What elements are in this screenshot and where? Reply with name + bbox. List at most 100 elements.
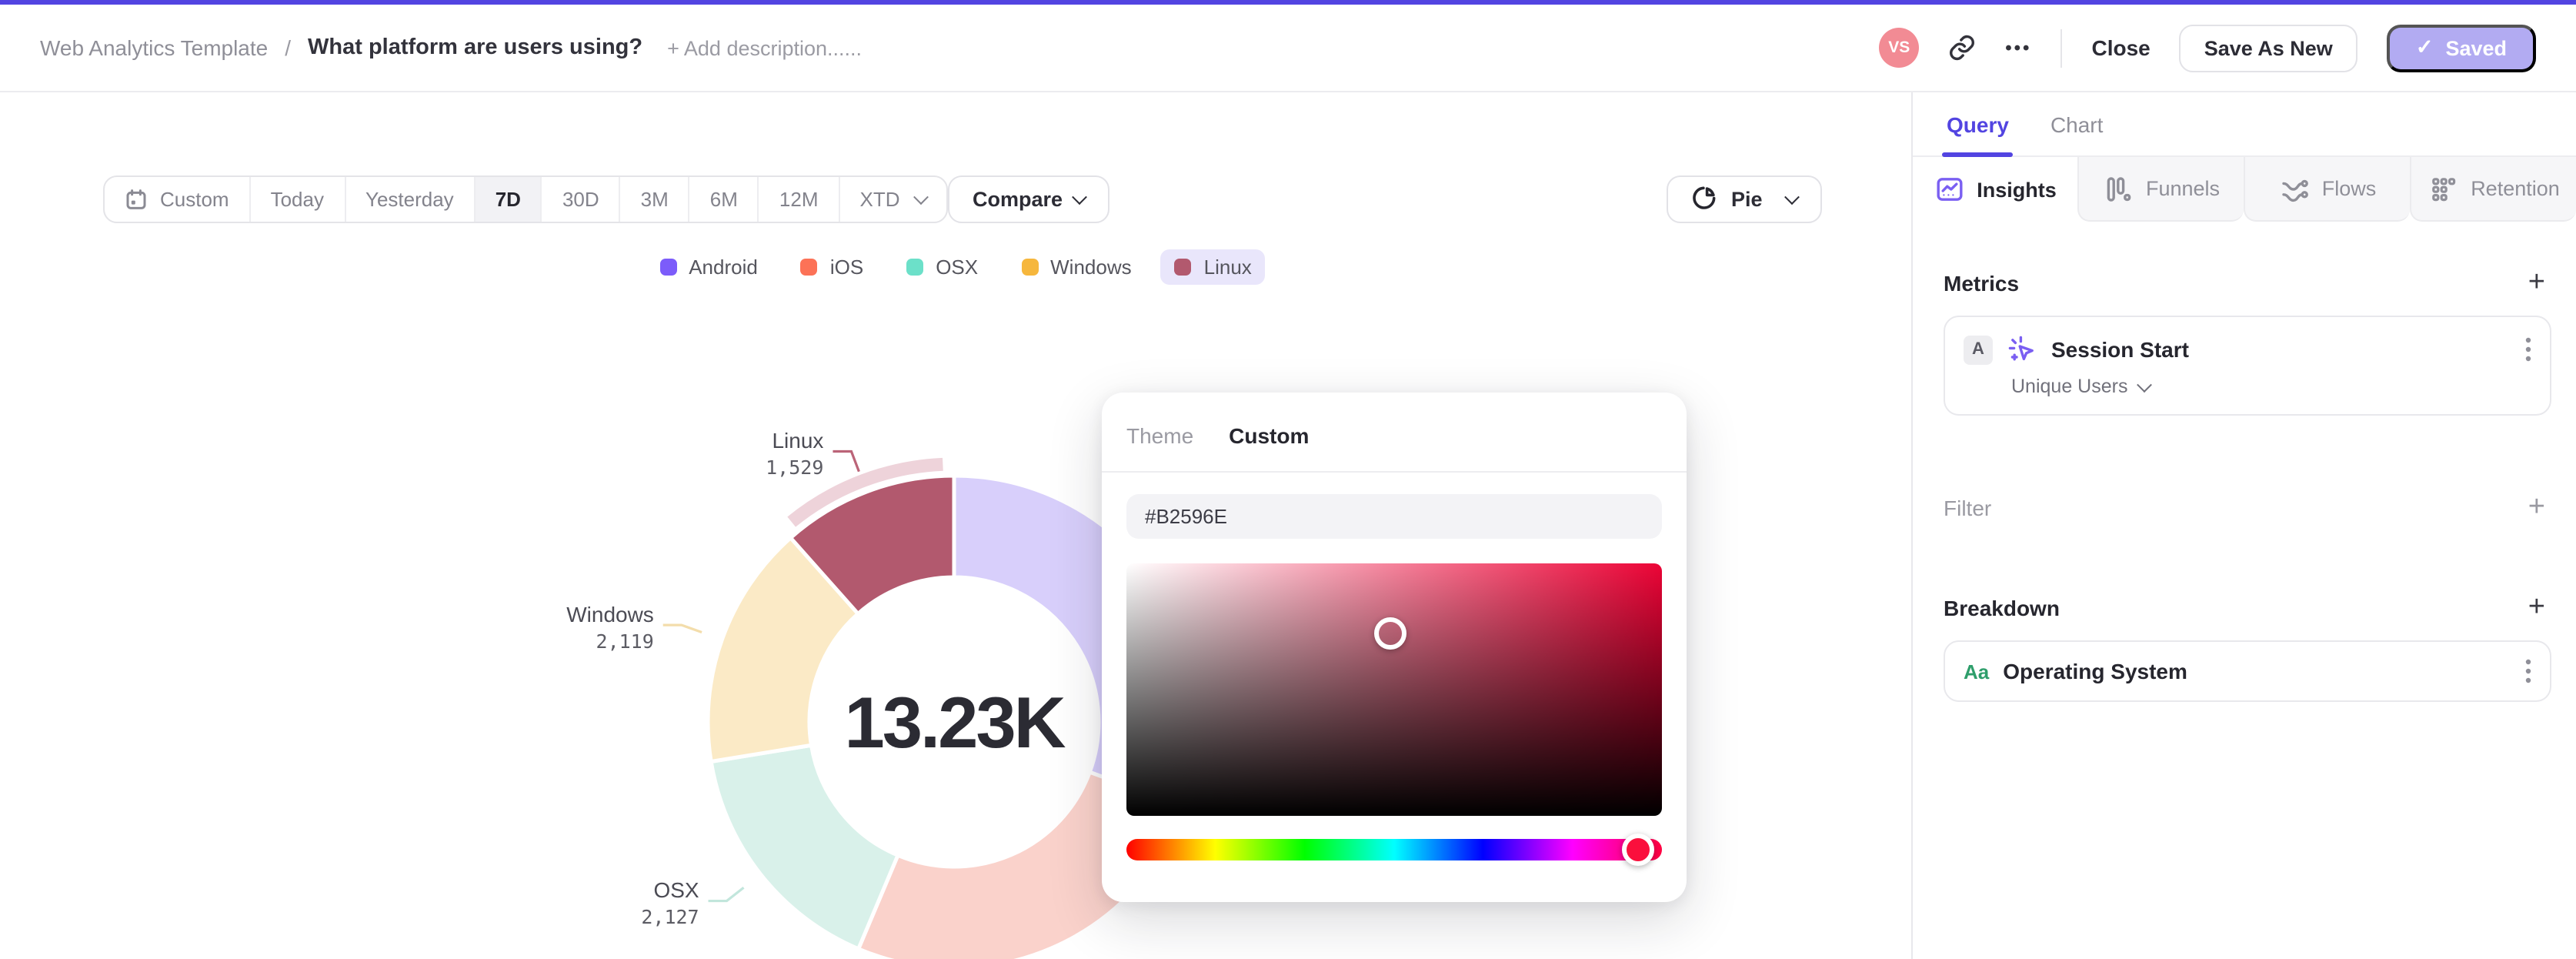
metric-name: Session Start — [2051, 337, 2189, 362]
date-range-today[interactable]: Today — [251, 177, 345, 222]
legend-label: Linux — [1203, 256, 1252, 279]
add-metric-button[interactable]: + — [2528, 266, 2545, 299]
series-badge: A — [1964, 335, 1993, 364]
legend-swatch — [800, 259, 818, 276]
share-link-icon[interactable] — [1948, 34, 1976, 62]
slice-label-value: 2,119 — [596, 630, 654, 653]
breakdown-kebab-icon[interactable] — [2525, 659, 2531, 683]
metric-kebab-icon[interactable] — [2525, 337, 2531, 362]
label-connector — [662, 623, 702, 633]
breakdown-card[interactable]: Aa Operating System — [1944, 640, 2551, 702]
more-menu-icon[interactable]: ••• — [2005, 37, 2032, 58]
donut-slice-osx[interactable] — [709, 743, 901, 952]
tab-theme[interactable]: Theme — [1126, 423, 1194, 448]
breadcrumb-root[interactable]: Web Analytics Template — [40, 35, 269, 60]
page-title[interactable]: What platform are users using? — [308, 35, 643, 60]
range-label: 12M — [779, 188, 819, 211]
tab-funnels[interactable]: Funnels — [2077, 157, 2244, 222]
legend-item-windows[interactable]: Windows — [1007, 249, 1146, 285]
date-range-30d[interactable]: 30D — [542, 177, 621, 222]
range-label: Today — [270, 188, 324, 211]
date-range-yesterday[interactable]: Yesterday — [345, 177, 475, 222]
slice-label-name: Windows — [566, 602, 654, 627]
donut-slice-windows[interactable] — [706, 535, 861, 764]
legend-swatch — [659, 259, 677, 276]
check-icon: ✓ — [2415, 35, 2434, 58]
add-filter-button[interactable]: + — [2528, 491, 2545, 523]
legend-item-android[interactable]: Android — [646, 249, 772, 285]
color-picker-popup: Theme Custom — [1102, 393, 1687, 902]
highlight-halo — [787, 457, 943, 527]
donut-slice-linux[interactable] — [787, 473, 956, 616]
tab-insights[interactable]: Insights — [1913, 157, 2077, 222]
label-connector — [708, 886, 745, 903]
metric-card[interactable]: A Session Start Unique Users — [1944, 316, 2551, 416]
measure-dropdown[interactable]: Unique Users — [1964, 376, 2531, 397]
chart-panel: Custom Today Yesterday 7D 30D 3M 6M 12M XTD Comp… — [0, 92, 1911, 959]
color-cursor[interactable] — [1374, 616, 1407, 650]
compare-label: Compare — [973, 188, 1063, 211]
funnels-icon — [2103, 173, 2134, 204]
sidebar-body: Metrics + A Session Start — [1913, 268, 2576, 702]
insights-icon — [1934, 174, 1964, 205]
add-breakdown-button[interactable]: + — [2528, 591, 2545, 623]
legend-swatch — [1021, 259, 1039, 276]
date-range-6m[interactable]: 6M — [690, 177, 759, 222]
slice-label-osx: OSX 2,127 — [641, 878, 699, 932]
date-range-custom[interactable]: Custom — [105, 177, 251, 222]
breakdown-heading: Breakdown — [1944, 595, 2060, 620]
range-label: XTD — [859, 188, 900, 211]
legend-item-osx[interactable]: OSX — [893, 249, 992, 285]
label-connector — [833, 449, 860, 473]
session-start-icon — [2007, 334, 2037, 365]
hue-slider[interactable] — [1126, 834, 1662, 866]
legend-item-ios[interactable]: iOS — [787, 249, 877, 285]
measure-label: Unique Users — [2011, 376, 2128, 397]
tab-retention[interactable]: Retention — [2410, 157, 2576, 222]
legend-item-linux[interactable]: Linux — [1160, 249, 1266, 285]
save-as-new-button[interactable]: Save As New — [2179, 24, 2357, 72]
date-range-xtd[interactable]: XTD — [840, 177, 946, 222]
calendar-icon — [125, 188, 148, 211]
tab-flows[interactable]: Flows — [2244, 157, 2410, 222]
color-picker-tabs: Theme Custom — [1126, 420, 1662, 451]
legend-label: Windows — [1050, 256, 1132, 279]
header-divider — [2060, 28, 2063, 67]
hex-color-input[interactable] — [1126, 494, 1662, 539]
tab-query[interactable]: Query — [1941, 92, 2014, 157]
breadcrumb-separator: / — [285, 35, 292, 60]
top-bar: Web Analytics Template / What platform a… — [0, 0, 2576, 92]
hue-slider-handle[interactable] — [1622, 834, 1655, 866]
chart-type-label: Pie — [1731, 188, 1763, 211]
slice-label-name: Linux — [772, 428, 824, 453]
saved-button[interactable]: ✓ Saved — [2386, 24, 2536, 72]
tab-chart[interactable]: Chart — [2050, 112, 2104, 136]
retention-icon — [2428, 173, 2458, 204]
avatar[interactable]: VS — [1879, 28, 1920, 68]
compare-button[interactable]: Compare — [948, 175, 1109, 223]
query-sidebar: Query Chart Insights Funnels Flows Retentio… — [1911, 92, 2576, 959]
slice-label-windows: Windows 2,119 — [566, 602, 654, 656]
slice-label-value: 1,529 — [766, 456, 824, 480]
view-tabs: Insights Funnels Flows Retention — [1913, 157, 2576, 222]
range-label: 7D — [495, 188, 521, 211]
flows-icon — [2279, 173, 2310, 204]
close-button[interactable]: Close — [2091, 35, 2151, 60]
date-range-picker: Custom Today Yesterday 7D 30D 3M 6M 12M XTD — [103, 175, 948, 223]
chart-type-button[interactable]: Pie — [1667, 175, 1823, 223]
chevron-down-icon — [2136, 376, 2152, 393]
saturation-value-area[interactable] — [1126, 563, 1662, 816]
date-range-3m[interactable]: 3M — [621, 177, 690, 222]
chevron-down-icon — [1784, 189, 1800, 206]
tab-custom[interactable]: Custom — [1229, 423, 1310, 448]
chevron-down-icon — [913, 189, 929, 206]
range-label: Yesterday — [365, 188, 454, 211]
chart-total-value: 13.23K — [844, 681, 1066, 763]
date-range-12m[interactable]: 12M — [759, 177, 840, 222]
string-property-icon: Aa — [1964, 660, 1990, 683]
add-description-button[interactable]: + Add description...... — [667, 36, 863, 59]
top-bar-actions: VS ••• Close Save As New ✓ Saved — [1879, 24, 2536, 72]
slice-label-linux: Linux 1,529 — [766, 429, 823, 483]
date-range-7d[interactable]: 7D — [475, 177, 542, 222]
